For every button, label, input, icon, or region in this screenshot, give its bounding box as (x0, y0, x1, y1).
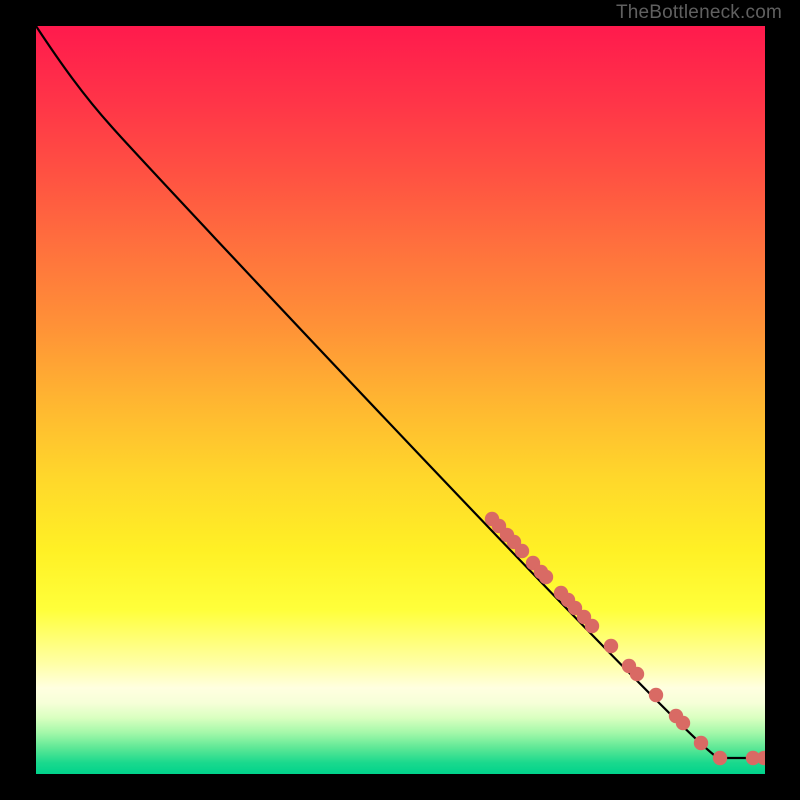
data-point (713, 751, 727, 765)
data-point (649, 688, 663, 702)
watermark-text: TheBottleneck.com (616, 2, 782, 24)
chart-frame: TheBottleneck.com (0, 0, 800, 800)
gradient-background (36, 26, 765, 774)
data-point (694, 736, 708, 750)
data-point (539, 570, 553, 584)
data-point (676, 716, 690, 730)
bottleneck-curve-chart (36, 26, 765, 774)
data-point (585, 619, 599, 633)
data-point (630, 667, 644, 681)
chart-svg (36, 26, 765, 774)
data-point (604, 639, 618, 653)
data-point (515, 544, 529, 558)
